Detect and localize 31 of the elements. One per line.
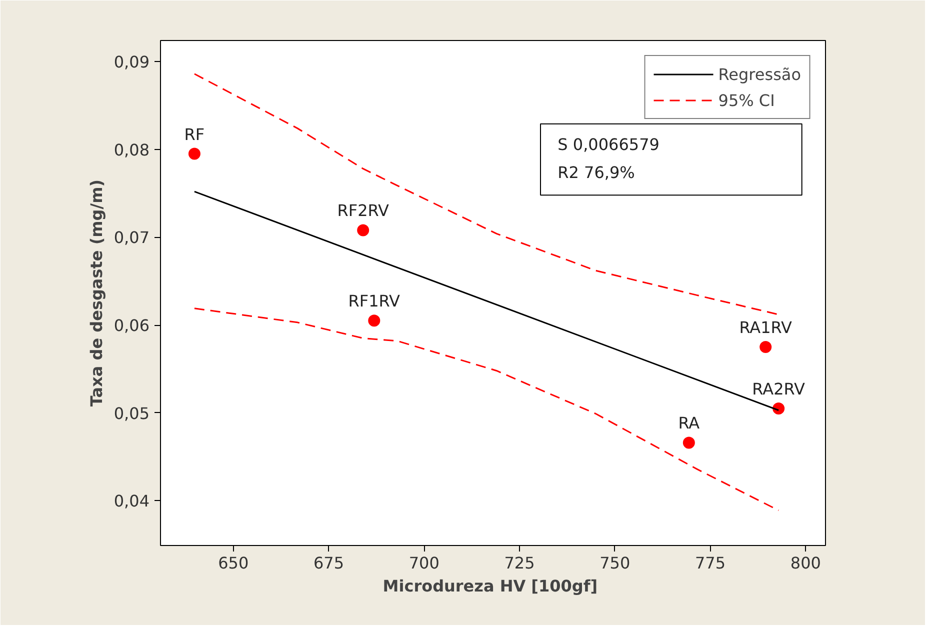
y-tick-label: 0,04 bbox=[114, 492, 150, 511]
x-tick-label: 650 bbox=[218, 554, 249, 572]
y-tick-label: 0,05 bbox=[114, 404, 150, 423]
x-axis-title: Microdureza HV [100gf] bbox=[382, 576, 598, 596]
legend-label: 95% CI bbox=[718, 90, 775, 110]
point bbox=[188, 148, 200, 160]
x-tick-label: 775 bbox=[695, 554, 726, 572]
annotation: RF bbox=[184, 124, 205, 144]
point bbox=[368, 314, 380, 327]
y-tick-label: 0,06 bbox=[114, 316, 150, 336]
annotation: R2 76,9% bbox=[558, 162, 635, 182]
point bbox=[682, 436, 695, 449]
annotation: RA1RV bbox=[739, 318, 792, 338]
point bbox=[772, 402, 785, 414]
point bbox=[760, 341, 772, 353]
y-tick-label: 0,09 bbox=[114, 52, 150, 72]
annotation: RA2RV bbox=[752, 379, 806, 398]
x-tick-label: 750 bbox=[600, 554, 630, 572]
x-tick-label: 800 bbox=[790, 554, 821, 572]
x-tick-label: 675 bbox=[313, 554, 344, 572]
legend-label: Regressão bbox=[718, 64, 801, 84]
annotation: RA bbox=[678, 414, 700, 433]
y-tick-label: 0,08 bbox=[114, 140, 150, 160]
x-tick-label: 725 bbox=[504, 554, 535, 572]
annotation: RF1RV bbox=[348, 292, 400, 311]
annotation: RF2RV bbox=[337, 201, 389, 220]
x-tick-label: 700 bbox=[408, 554, 440, 572]
point bbox=[357, 224, 370, 236]
y-axis-title: Taxa de desgaste (mg/m) bbox=[86, 179, 106, 407]
annotation: S 0,0066579 bbox=[558, 134, 660, 154]
y-tick-label: 0,07 bbox=[114, 228, 150, 248]
